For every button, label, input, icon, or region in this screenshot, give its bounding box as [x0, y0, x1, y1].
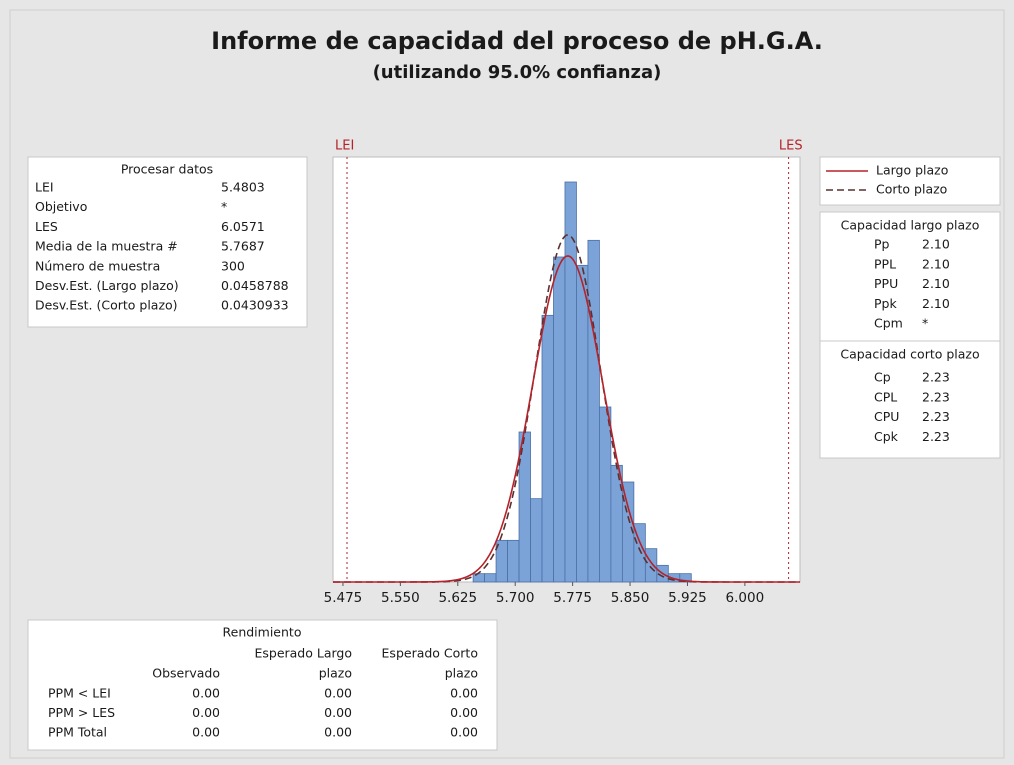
- bar: [553, 256, 566, 583]
- x-tick-label: 5.550: [381, 590, 420, 606]
- row-value: 2.10: [922, 237, 950, 252]
- legend-label: Corto plazo: [876, 182, 947, 197]
- row-label: Media de la muestra #: [35, 239, 178, 254]
- cell: 0.00: [450, 725, 478, 740]
- x-tick-label: 5.850: [611, 590, 650, 606]
- x-tick-label: 5.700: [496, 590, 535, 606]
- x-tick-label: 5.775: [553, 590, 592, 606]
- report-title: Informe de capacidad del proceso de pH.G…: [211, 27, 823, 55]
- column-header: plazo: [445, 666, 478, 681]
- row-label: LES: [35, 219, 58, 234]
- row-label: Número de muestra: [35, 258, 160, 273]
- bar: [599, 406, 612, 583]
- cell: 0.00: [324, 725, 352, 740]
- cell: 0.00: [324, 686, 352, 701]
- column-header: plazo: [319, 666, 352, 681]
- row-label: Desv.Est. (Corto plazo): [35, 298, 178, 313]
- row-value: *: [922, 316, 928, 331]
- row-value: 2.23: [922, 429, 950, 444]
- table-header: Rendimiento: [223, 625, 302, 640]
- cell: 0.00: [192, 705, 220, 720]
- table-header: Capacidad corto plazo: [840, 347, 979, 362]
- row-value: 0.0430933: [221, 298, 289, 313]
- bar: [484, 573, 497, 583]
- row-label: LEI: [35, 180, 54, 195]
- row-label: CPL: [874, 389, 897, 404]
- bar: [541, 314, 554, 583]
- spec-label: LEI: [335, 139, 354, 154]
- row-label: Desv.Est. (Largo plazo): [35, 278, 179, 293]
- row-label: PPM < LEI: [48, 686, 111, 701]
- x-tick-label: 5.625: [438, 590, 477, 606]
- x-tick-label: 5.925: [668, 590, 707, 606]
- row-value: 5.4803: [221, 180, 265, 195]
- cell: 0.00: [450, 686, 478, 701]
- row-label: Cp: [874, 370, 891, 385]
- row-label: Cpm: [874, 316, 903, 331]
- bar: [530, 498, 543, 583]
- legend-label: Largo plazo: [876, 163, 948, 178]
- column-header: Esperado Corto: [382, 646, 478, 661]
- table-header: Capacidad largo plazo: [841, 218, 980, 233]
- row-label: Cpk: [874, 429, 899, 444]
- cell: 0.00: [450, 705, 478, 720]
- bar: [644, 548, 658, 583]
- row-value: 2.10: [922, 256, 950, 271]
- cell: 0.00: [192, 686, 220, 701]
- row-label: Pp: [874, 237, 890, 252]
- column-header: Observado: [152, 666, 220, 681]
- row-label: Ppk: [874, 296, 897, 311]
- bar: [507, 539, 520, 583]
- row-value: 5.7687: [221, 239, 265, 254]
- column-header: Esperado Largo: [254, 646, 352, 661]
- spec-label: LES: [779, 139, 803, 154]
- row-value: 2.10: [922, 276, 950, 291]
- bar: [610, 464, 623, 583]
- row-value: 2.23: [922, 409, 950, 424]
- legend-box: [819, 156, 1001, 206]
- bar: [587, 239, 600, 583]
- row-label: PPU: [874, 276, 898, 291]
- row-value: 2.23: [922, 389, 950, 404]
- row-label: Objetivo: [35, 199, 87, 214]
- row-label: PPM Total: [48, 725, 107, 740]
- short-term-box: [819, 340, 1001, 459]
- row-label: CPU: [874, 409, 899, 424]
- cell: 0.00: [324, 705, 352, 720]
- process-data-box: [27, 156, 308, 328]
- row-value: 2.23: [922, 370, 950, 385]
- cell: 0.00: [192, 725, 220, 740]
- performance-box: [27, 619, 498, 751]
- row-value: 2.10: [922, 296, 950, 311]
- x-tick-label: 5.475: [324, 590, 363, 606]
- row-value: 6.0571: [221, 219, 265, 234]
- row-value: 300: [221, 258, 245, 273]
- fit-curve: [333, 255, 800, 583]
- bar: [576, 264, 589, 583]
- row-value: 0.0458788: [221, 278, 289, 293]
- row-value: *: [221, 199, 227, 214]
- row-label: PPL: [874, 256, 896, 271]
- row-label: PPM > LES: [48, 705, 115, 720]
- long-term-box: [819, 211, 1001, 342]
- x-tick-label: 6.000: [726, 590, 765, 606]
- table-header: Procesar datos: [121, 162, 213, 177]
- bar: [679, 573, 692, 583]
- report-subtitle: (utilizando 95.0% confianza): [373, 62, 662, 83]
